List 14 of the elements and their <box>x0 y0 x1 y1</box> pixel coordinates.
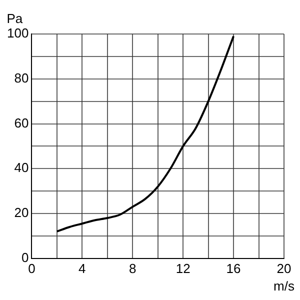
x-tick-label: 8 <box>128 260 136 276</box>
y-tick-label: 20 <box>14 205 29 220</box>
y-tick-label: 60 <box>14 115 29 130</box>
line-series <box>56 35 235 232</box>
x-tick-label: 16 <box>226 260 241 276</box>
x-tick-label: 12 <box>176 260 190 276</box>
y-tick-label: 0 <box>21 250 29 265</box>
y-axis-title: Pa <box>6 11 24 26</box>
x-tick-label: 20 <box>276 260 292 276</box>
y-tick-label: 40 <box>14 160 29 176</box>
x-tick-label: 4 <box>78 260 86 276</box>
y-tick-label: 80 <box>14 70 29 86</box>
x-axis-title: m/s <box>274 278 295 294</box>
y-tick-label: 100 <box>6 26 29 41</box>
